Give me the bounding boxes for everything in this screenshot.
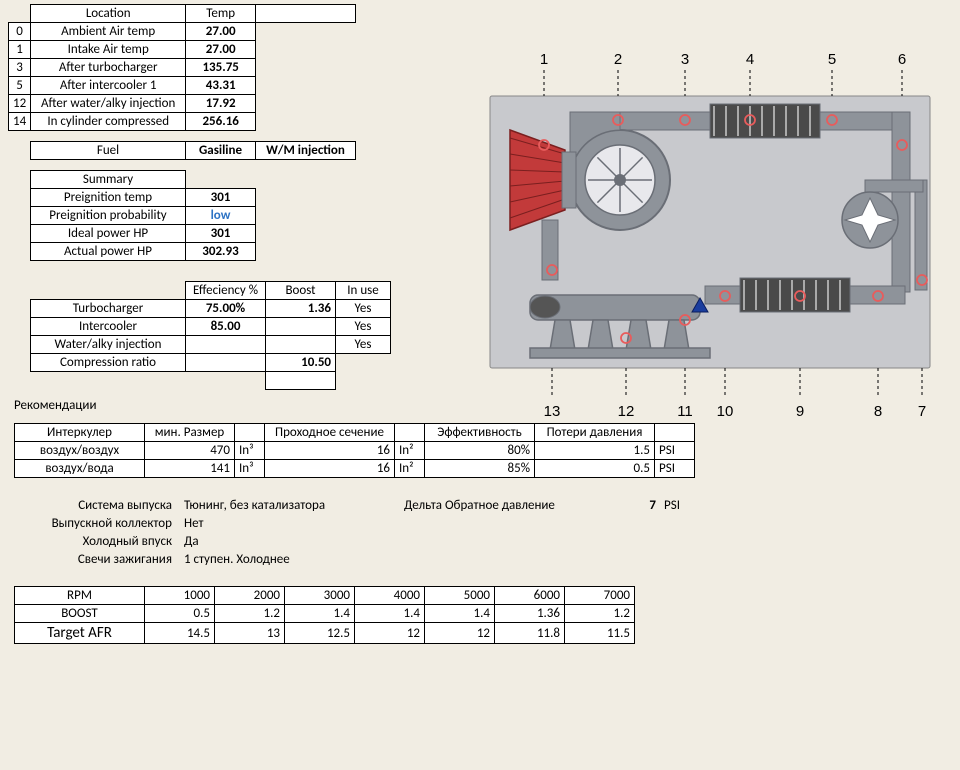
- temp-row-3: 5After intercooler 143.31: [9, 77, 356, 95]
- intercooler-section: Интеркулер мин. Размер Проходное сечение…: [14, 423, 956, 478]
- svg-text:2: 2: [614, 51, 622, 68]
- temp-row-2: 3After turbocharger135.75: [9, 59, 356, 77]
- eff-table: Effeciency % Boost In use Turbocharger75…: [30, 281, 391, 390]
- ic-row-0: воздух/воздух 470 In³ 16 In² 80% 1.5 PSI: [15, 442, 695, 460]
- summary-row-1: Preignition probabilitylow: [31, 207, 256, 225]
- rpm-row-1: BOOST 0.5 1.2 1.4 1.4 1.4 1.36 1.2: [15, 605, 635, 623]
- summary-row-0: Preignition temp301: [31, 189, 256, 207]
- tb-row-0: Система выпуска Тюнинг, без катализатора…: [30, 496, 700, 514]
- summary-row-3: Actual power HP302.93: [31, 243, 256, 261]
- temp-row-5: 14In cylinder compressed256.16: [9, 113, 356, 131]
- svg-text:3: 3: [681, 51, 689, 68]
- eff-row-2: Water/alky injectionYes: [31, 336, 391, 354]
- col-location: Location: [31, 5, 186, 23]
- svg-text:1: 1: [540, 51, 548, 68]
- tb-row-2: Холодный впускДа: [30, 532, 700, 550]
- col-temp: Temp: [186, 5, 256, 23]
- tb-row-1: Выпускной коллекторНет: [30, 514, 700, 532]
- summary-row-2: Ideal power HP301: [31, 225, 256, 243]
- eff-row-3: Compression ratio10.50: [31, 354, 391, 372]
- svg-text:4: 4: [746, 51, 754, 68]
- svg-text:9: 9: [796, 403, 804, 420]
- rpm-row-0: RPM 1000 2000 3000 4000 5000 6000 7000: [15, 587, 635, 605]
- temp-row-4: 12After water/alky injection17.92: [9, 95, 356, 113]
- summary-table: Summary Preignition temp301 Preignition …: [30, 170, 256, 261]
- rpm-section: RPM 1000 2000 3000 4000 5000 6000 7000 B…: [14, 586, 956, 644]
- svg-text:6: 6: [898, 51, 906, 68]
- fuel-table: Fuel Gasiline W/M injection: [30, 141, 356, 160]
- svg-text:5: 5: [828, 51, 836, 68]
- svg-text:11: 11: [677, 403, 693, 420]
- fuel-row: Fuel Gasiline W/M injection: [31, 142, 356, 160]
- rpm-row-2: Target AFR 14.5 13 12.5 12 12 11.8 11.5: [15, 623, 635, 644]
- text-block-table: Система выпуска Тюнинг, без катализатора…: [30, 496, 700, 568]
- temp-row-0: 0Ambient Air temp27.00: [9, 23, 356, 41]
- rpm-table: RPM 1000 2000 3000 4000 5000 6000 7000 B…: [14, 586, 635, 644]
- svg-text:7: 7: [918, 403, 926, 420]
- turbo-diagram: 12345613121110987: [470, 20, 940, 420]
- eff-row-1: Intercooler85.00Yes: [31, 318, 391, 336]
- eff-row-0: Turbocharger75.00%1.36Yes: [31, 300, 391, 318]
- svg-text:12: 12: [618, 403, 635, 420]
- ic-row-1: воздух/вода 141 In³ 16 In² 85% 0.5 PSI: [15, 460, 695, 478]
- tb-row-3: Свечи зажигания1 ступен. Холоднее: [30, 550, 700, 568]
- eff-header: Effeciency % Boost In use: [31, 282, 391, 300]
- intercooler-table: Интеркулер мин. Размер Проходное сечение…: [14, 423, 695, 478]
- temp-table: Location Temp 0Ambient Air temp27.00 1In…: [8, 4, 356, 131]
- summary-title: Summary: [31, 171, 186, 189]
- text-block: Система выпуска Тюнинг, без катализатора…: [30, 496, 956, 568]
- svg-text:13: 13: [544, 403, 561, 420]
- temp-header-row: Location Temp: [9, 5, 356, 23]
- svg-text:10: 10: [717, 403, 734, 420]
- svg-text:8: 8: [874, 403, 882, 420]
- temp-row-1: 1Intake Air temp27.00: [9, 41, 356, 59]
